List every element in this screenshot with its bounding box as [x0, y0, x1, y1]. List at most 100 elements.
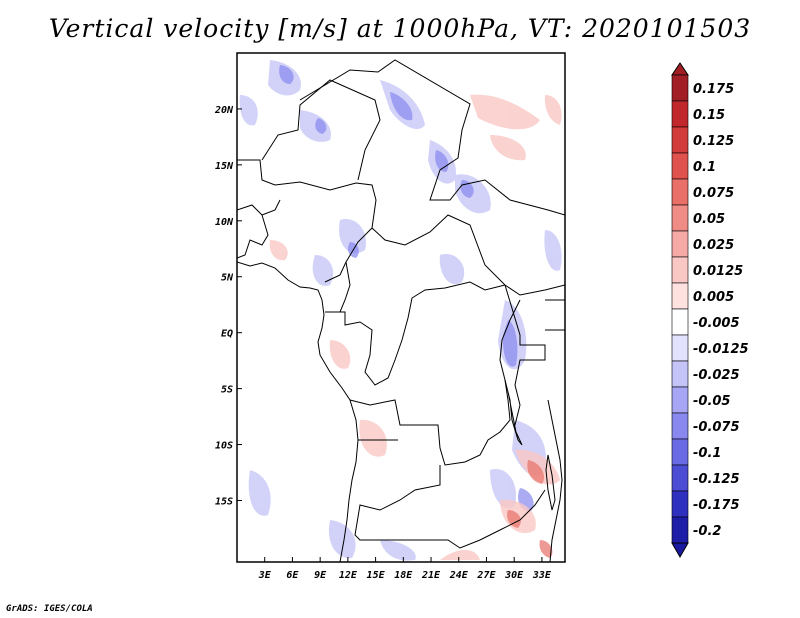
colorbar-label: 0.005 — [693, 290, 734, 305]
blue-patch — [328, 520, 356, 559]
colorbar-label: 0.125 — [693, 134, 734, 149]
colorbar-label: 0.15 — [693, 108, 725, 123]
colorbar-label: -0.0125 — [693, 342, 749, 357]
blue-patch — [490, 469, 516, 509]
red-patch — [470, 94, 540, 130]
colorbar-label: 0.0125 — [693, 264, 743, 279]
country-borders-sahel — [299, 59, 565, 216]
lat-tick-label: 20N — [214, 105, 234, 116]
colorbar-swatch — [671, 126, 689, 154]
colorbar-label: 0.1 — [693, 160, 716, 175]
colorbar-swatch — [671, 152, 689, 180]
colorbar-swatch — [671, 100, 689, 128]
colorbar-label: -0.1 — [693, 446, 721, 461]
lake-tanganyika — [504, 379, 523, 446]
colorbar-swatch — [671, 386, 689, 414]
colorbar-label: 0.075 — [693, 186, 734, 201]
red-patch — [440, 549, 480, 560]
colorbar-swatch — [671, 438, 689, 466]
lat-tick-label: 10N — [215, 217, 234, 228]
lon-tick-label: 24E — [449, 570, 469, 581]
red-core — [539, 540, 553, 558]
blue-patch — [439, 254, 465, 285]
lat-tick-label: EQ — [221, 329, 233, 340]
lake-malawi — [545, 454, 556, 511]
colorbar-swatch — [671, 230, 689, 258]
map-title: Vertical velocity [m/s] at 1000hPa, VT: … — [48, 14, 752, 43]
lon-tick-label: 3E — [258, 570, 272, 581]
colorbar-swatch — [671, 178, 689, 206]
red-patch — [269, 240, 288, 261]
colorbar-swatch — [671, 204, 689, 232]
blue-core — [279, 65, 294, 84]
colorbar-swatch — [671, 516, 689, 544]
blue-patch — [544, 230, 562, 271]
lon-tick-label: 18E — [394, 570, 413, 581]
red-patch — [359, 419, 387, 457]
boundaries — [237, 59, 565, 562]
coastline-west-africa — [237, 261, 359, 562]
colorbar-swatch — [671, 360, 689, 388]
lat-tick-label: 10S — [215, 441, 233, 452]
colorbar-label: -0.125 — [693, 472, 740, 487]
red-core — [527, 460, 545, 484]
colorbar-swatch — [671, 308, 689, 336]
country-borders-cameroon-gabon — [325, 261, 506, 386]
colorbar-label: -0.005 — [693, 316, 740, 331]
colorbar-swatch — [671, 282, 689, 310]
lon-tick-label: 30E — [504, 570, 524, 581]
velocity-field — [239, 60, 562, 561]
colorbar-swatch — [671, 490, 689, 518]
colorbar-swatch — [671, 256, 689, 284]
country-borders-nigeria-niger — [237, 159, 377, 283]
blue-patch — [312, 255, 334, 286]
map-panel: 20N 15N 10N 5N EQ 5S 10S 15S 3E 6E 9E 12E 15E 18E 21E 2… — [214, 52, 566, 581]
lon-tick-label: 15E — [367, 570, 386, 581]
colorbar-label: -0.075 — [693, 420, 740, 435]
country-borders-east — [504, 284, 565, 426]
colorbar-swatch — [671, 74, 689, 102]
blue-core — [502, 320, 518, 367]
lat-tick-label: 15N — [215, 161, 234, 172]
country-borders-zambia — [354, 465, 546, 549]
lon-tick-label: 33E — [532, 570, 552, 581]
lon-tick-label: 27E — [476, 570, 496, 581]
blue-patch — [380, 540, 416, 561]
colorbar: 0.175 0.15 0.125 0.1 0.075 0.05 0.025 0.0125 0.0… — [671, 62, 749, 559]
colorbar-top-arrow — [671, 62, 689, 76]
blue-core — [390, 92, 413, 121]
credit-label: GrADS: IGES/COLA — [6, 604, 93, 614]
red-patch — [329, 340, 351, 369]
red-core — [507, 510, 521, 528]
lon-tick-label: 9E — [314, 570, 327, 581]
map-axis-ticks: 20N 15N 10N 5N EQ 5S 10S 15S 3E 6E 9E 12E 15E 18E 21E 2… — [214, 105, 552, 581]
lon-tick-label: 12E — [339, 570, 358, 581]
blue-patch — [248, 470, 271, 516]
lat-tick-label: 5N — [221, 273, 234, 284]
country-borders-drc-angola — [349, 299, 521, 466]
coastline-east-africa — [547, 399, 563, 562]
blue-patch — [339, 219, 366, 254]
colorbar-label: -0.175 — [693, 498, 740, 513]
red-patch — [490, 135, 526, 161]
lat-tick-label: 15S — [215, 496, 233, 507]
colorbar-label: 0.175 — [693, 82, 734, 97]
colorbar-label: -0.05 — [693, 394, 730, 409]
red-patch — [544, 95, 562, 125]
blue-patch — [239, 95, 258, 126]
colorbar-label: -0.2 — [693, 524, 721, 539]
lon-tick-label: 21E — [421, 570, 441, 581]
blue-core — [315, 118, 327, 134]
colorbar-swatch — [671, 464, 689, 492]
lon-tick-label: 6E — [286, 570, 299, 581]
map-frame — [236, 52, 566, 563]
colorbar-label: 0.05 — [693, 212, 725, 227]
colorbar-label: 0.025 — [693, 238, 734, 253]
colorbar-bottom-arrow — [671, 542, 689, 559]
colorbar-swatch — [671, 412, 689, 440]
country-borders-chad-car — [261, 79, 565, 296]
colorbar-swatch — [671, 334, 689, 362]
lat-tick-label: 5S — [221, 385, 233, 396]
colorbar-label: -0.025 — [693, 368, 740, 383]
